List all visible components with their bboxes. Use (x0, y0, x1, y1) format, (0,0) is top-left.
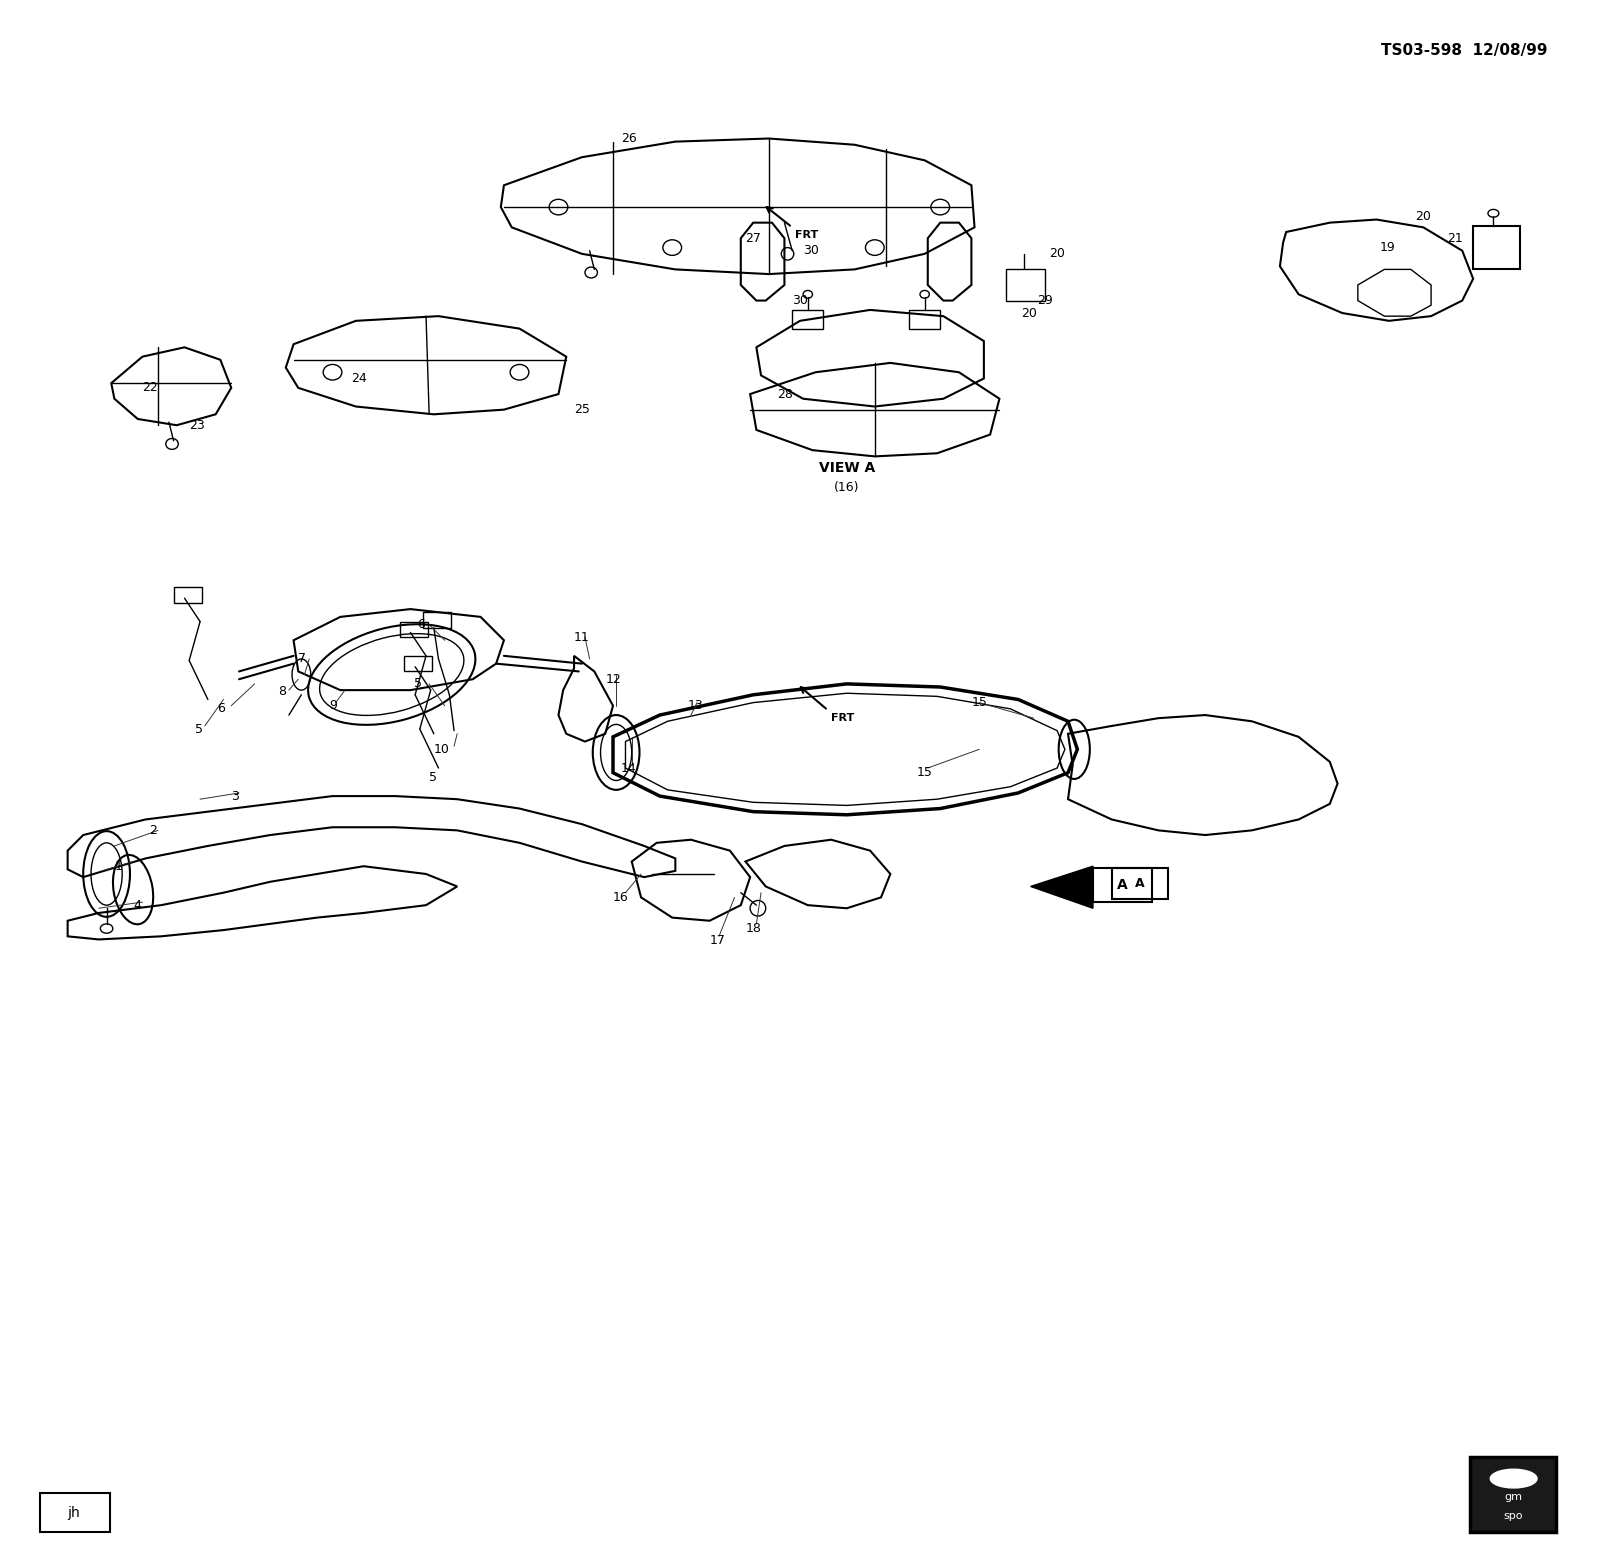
Text: gm: gm (1504, 1492, 1523, 1502)
Text: 15: 15 (971, 696, 987, 709)
Polygon shape (1030, 866, 1093, 909)
Text: 22: 22 (142, 381, 158, 395)
Bar (1112, 868, 1168, 899)
Text: 16: 16 (613, 891, 629, 904)
Bar (1470, 1456, 1555, 1531)
Text: 23: 23 (189, 418, 205, 432)
Text: 20: 20 (1416, 209, 1432, 223)
Text: 30: 30 (792, 293, 808, 308)
Text: 7: 7 (298, 652, 306, 665)
Bar (422, 612, 451, 628)
Bar (1474, 226, 1520, 270)
Text: 8: 8 (278, 685, 286, 698)
Text: VIEW A: VIEW A (819, 460, 875, 475)
Text: 3: 3 (232, 790, 238, 802)
Text: (16): (16) (834, 481, 859, 495)
Text: 25: 25 (574, 403, 590, 417)
Text: FRT: FRT (795, 231, 819, 240)
Text: 24: 24 (352, 372, 366, 386)
Text: 15: 15 (917, 766, 933, 779)
Text: 2: 2 (149, 824, 157, 837)
Text: 1: 1 (114, 860, 122, 873)
Text: jh: jh (67, 1506, 80, 1520)
Text: 30: 30 (803, 244, 819, 258)
Text: 18: 18 (746, 923, 762, 935)
Bar (1093, 868, 1152, 902)
Text: 28: 28 (776, 387, 792, 401)
Text: TS03-598  12/08/99: TS03-598 12/08/99 (1381, 44, 1547, 58)
Text: A: A (1117, 877, 1128, 891)
Text: 27: 27 (746, 231, 762, 245)
Bar (400, 621, 427, 637)
Bar (792, 311, 824, 329)
Text: 5: 5 (195, 723, 203, 735)
Text: 11: 11 (574, 631, 590, 643)
Text: 5: 5 (413, 677, 421, 690)
Text: 12: 12 (605, 673, 621, 685)
Text: 26: 26 (621, 133, 637, 145)
Text: 6: 6 (218, 702, 226, 715)
Bar (405, 656, 432, 671)
Text: spo: spo (1504, 1511, 1523, 1520)
Text: 20: 20 (1021, 306, 1037, 320)
Text: 6: 6 (416, 618, 424, 631)
Bar (1006, 270, 1045, 301)
Text: 13: 13 (688, 699, 704, 712)
Text: 19: 19 (1379, 240, 1395, 254)
Text: 14: 14 (621, 762, 637, 774)
Text: A: A (1134, 877, 1144, 890)
Text: 9: 9 (330, 699, 338, 712)
Ellipse shape (1490, 1469, 1538, 1488)
Text: FRT: FRT (830, 713, 854, 723)
Bar (909, 311, 941, 329)
Text: 10: 10 (434, 743, 450, 756)
Text: 5: 5 (429, 771, 437, 784)
Text: 17: 17 (710, 935, 725, 948)
Text: 4: 4 (133, 899, 141, 912)
Text: 21: 21 (1446, 231, 1462, 245)
Bar (173, 587, 202, 603)
Text: 29: 29 (1037, 293, 1053, 308)
Bar (40, 1492, 110, 1531)
Text: 20: 20 (1050, 247, 1066, 261)
